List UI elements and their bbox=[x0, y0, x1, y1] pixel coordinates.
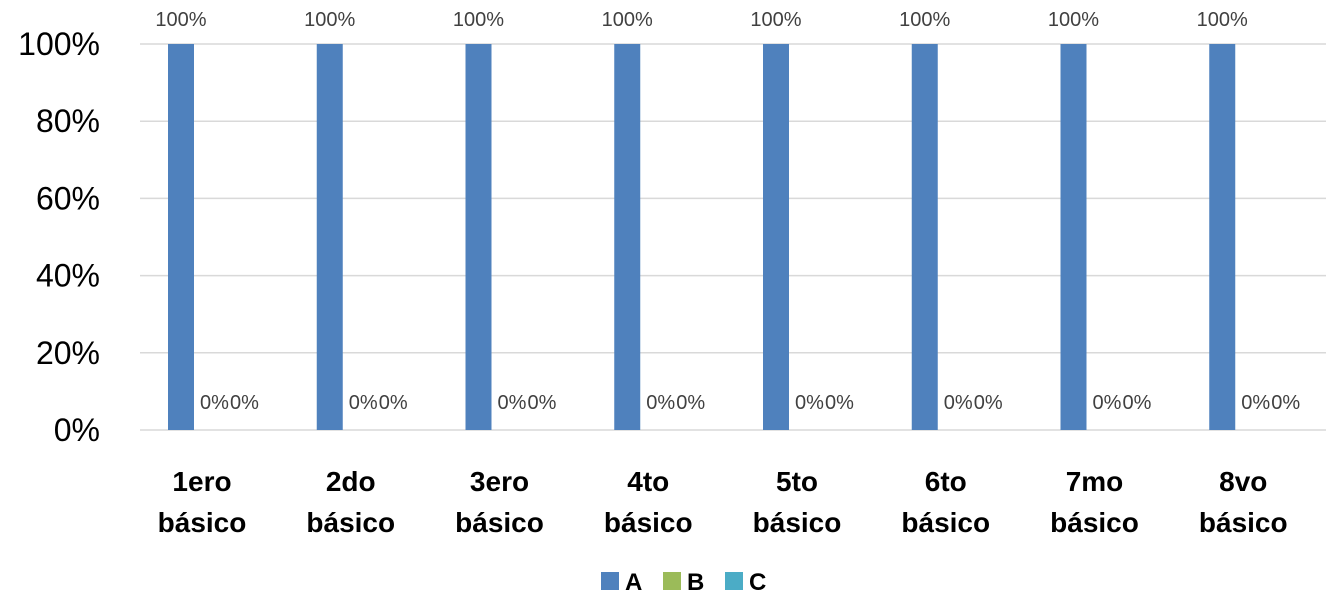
y-tick-label: 20% bbox=[36, 335, 100, 371]
data-label: 0% bbox=[379, 392, 408, 414]
x-category-label: básico bbox=[901, 507, 990, 538]
data-label: 0% bbox=[944, 392, 973, 414]
x-category-label: 6to bbox=[925, 466, 967, 497]
y-tick-label: 40% bbox=[36, 258, 100, 294]
data-label: 0% bbox=[349, 392, 378, 414]
legend: A B C bbox=[601, 569, 766, 596]
x-category-label: 3ero bbox=[470, 466, 529, 497]
data-label: 0% bbox=[1241, 392, 1270, 414]
data-label: 0% bbox=[676, 392, 705, 414]
data-label: 100% bbox=[155, 9, 206, 31]
bar-series-a bbox=[1060, 44, 1087, 430]
legend-swatch-b bbox=[663, 572, 681, 590]
x-category-label: básico bbox=[604, 507, 693, 538]
x-category-label: 1ero bbox=[172, 466, 231, 497]
x-category-label: 8vo bbox=[1219, 466, 1267, 497]
bars bbox=[168, 44, 1236, 430]
x-category-label: básico bbox=[753, 507, 842, 538]
legend-swatch-c bbox=[725, 572, 743, 590]
y-tick-label: 0% bbox=[54, 412, 100, 448]
legend-label-c: C bbox=[749, 569, 766, 596]
data-label: 0% bbox=[200, 392, 229, 414]
bar-series-a bbox=[1209, 44, 1236, 430]
data-label: 100% bbox=[750, 9, 801, 31]
data-label: 100% bbox=[304, 9, 355, 31]
data-label: 0% bbox=[646, 392, 675, 414]
bar-series-a bbox=[911, 44, 938, 430]
x-category-label: básico bbox=[1050, 507, 1139, 538]
data-label: 0% bbox=[498, 392, 527, 414]
x-axis-categories: 1ero básico 2do básico 3ero básico 4to básico 5t… bbox=[158, 466, 1288, 538]
x-category-label: básico bbox=[455, 507, 544, 538]
bar-series-a bbox=[465, 44, 492, 430]
data-label: 0% bbox=[528, 392, 557, 414]
x-category-label: básico bbox=[158, 507, 247, 538]
data-label: 100% bbox=[899, 9, 950, 31]
legend-label-b: B bbox=[687, 569, 704, 596]
data-label: 100% bbox=[1197, 9, 1248, 31]
data-label: 100% bbox=[1048, 9, 1099, 31]
data-label: 0% bbox=[795, 392, 824, 414]
y-tick-label: 80% bbox=[36, 103, 100, 139]
data-label: 0% bbox=[974, 392, 1003, 414]
y-axis-ticks: 0% 20% 40% 60% 80% 100% bbox=[18, 26, 100, 448]
x-category-label: básico bbox=[306, 507, 395, 538]
x-category-label: 5to bbox=[776, 466, 818, 497]
data-label: 100% bbox=[453, 9, 504, 31]
data-label: 0% bbox=[825, 392, 854, 414]
data-label: 0% bbox=[230, 392, 259, 414]
data-label: 0% bbox=[1271, 392, 1300, 414]
data-label: 0% bbox=[1093, 392, 1122, 414]
x-category-label: básico bbox=[1199, 507, 1288, 538]
legend-label-a: A bbox=[625, 569, 642, 596]
data-label: 100% bbox=[602, 9, 653, 31]
data-label: 0% bbox=[1123, 392, 1152, 414]
x-category-label: 7mo bbox=[1066, 466, 1124, 497]
data-labels: 100%0% 0%100%0% 0%100%0% 0%100%0% 0%100%0% 0%… bbox=[155, 9, 1300, 414]
bar-series-a bbox=[763, 44, 789, 430]
legend-swatch-a bbox=[601, 572, 619, 590]
y-tick-label: 60% bbox=[36, 180, 100, 216]
y-tick-label: 100% bbox=[18, 26, 100, 62]
bar-series-a bbox=[614, 44, 641, 430]
bar-series-a bbox=[316, 44, 343, 430]
x-category-label: 4to bbox=[627, 466, 669, 497]
x-category-label: 2do bbox=[326, 466, 376, 497]
bar-series-a bbox=[168, 44, 194, 430]
